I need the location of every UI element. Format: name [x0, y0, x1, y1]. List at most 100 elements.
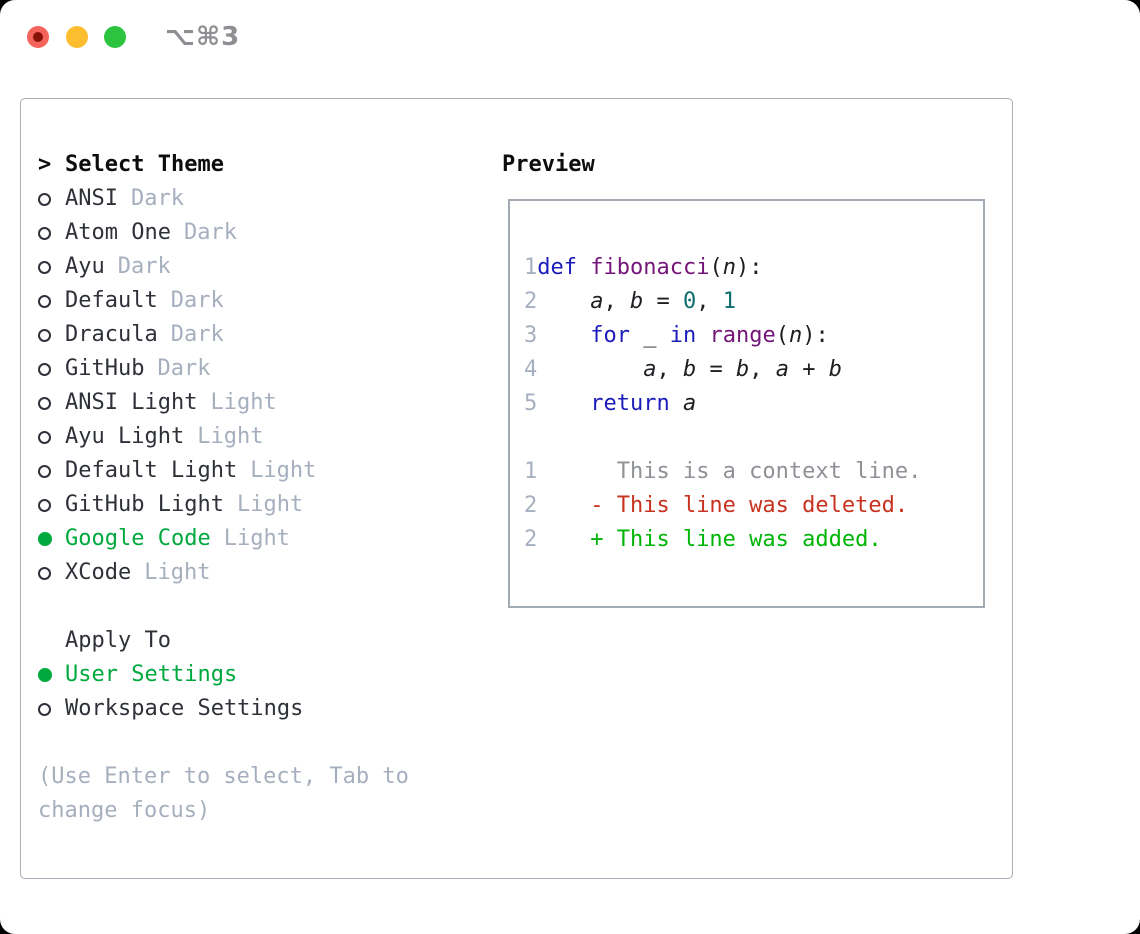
code-token: n — [722, 255, 736, 280]
line-number: 5 — [524, 391, 538, 416]
theme-option-github-light[interactable]: GitHub Light Light — [38, 488, 488, 522]
code-token — [537, 285, 590, 319]
code-token: 1 — [722, 289, 736, 314]
diff-text: + This line was added. — [537, 527, 882, 552]
code-token — [537, 353, 643, 387]
code-token: for — [590, 323, 630, 348]
theme-name: Google Code — [65, 526, 211, 551]
code-token: = — [643, 289, 683, 314]
radio-icon — [38, 566, 51, 580]
radio-icon — [38, 294, 51, 308]
apply-option-workspace-settings[interactable]: Workspace Settings — [38, 692, 488, 726]
theme-variant-badge: Dark — [170, 288, 224, 313]
radio-icon — [38, 328, 51, 342]
radio-icon — [38, 226, 51, 240]
diff-text: This is a context line. — [537, 459, 922, 484]
apply-option-user-settings[interactable]: User Settings — [38, 658, 488, 692]
theme-name: Atom One — [65, 220, 171, 245]
theme-name: ANSI — [65, 186, 118, 211]
zoom-button[interactable] — [104, 26, 126, 48]
diff-line-add: 2 + This line was added. — [524, 523, 983, 557]
theme-option-ansi[interactable]: ANSI Dark — [38, 182, 488, 216]
code-token: b — [629, 289, 644, 314]
theme-option-ayu-light[interactable]: Ayu Light Light — [38, 420, 488, 454]
code-token: b — [828, 357, 842, 382]
help-line: change focus) — [38, 798, 211, 823]
radio-icon — [38, 362, 51, 376]
code-token: return — [590, 391, 670, 416]
theme-option-dracula[interactable]: Dracula Dark — [38, 318, 488, 352]
code-token — [537, 319, 590, 353]
theme-option-github[interactable]: GitHub Dark — [38, 352, 488, 386]
line-number: 1 — [524, 459, 538, 484]
theme-option-ayu[interactable]: Ayu Dark — [38, 250, 488, 284]
line-number: 3 — [524, 323, 538, 348]
help-text: (Use Enter to select, Tab to change focus… — [38, 760, 488, 828]
theme-option-google-code[interactable]: Google Code Light — [38, 522, 488, 556]
help-line: (Use Enter to select, Tab to — [38, 764, 409, 789]
theme-name: Ayu — [65, 254, 105, 279]
diff-text: - This line was deleted. — [537, 493, 909, 518]
code-line: 5 return a — [524, 387, 983, 421]
apply-option-label: User Settings — [65, 662, 238, 687]
apply-to-header: Apply To — [38, 624, 488, 658]
code-token: = — [696, 357, 736, 382]
preview-spacer — [524, 421, 983, 455]
theme-name: GitHub Light — [65, 492, 224, 517]
radio-icon — [38, 396, 51, 410]
preview-label: Preview — [502, 152, 595, 177]
radio-selected-icon — [38, 668, 52, 682]
code-token — [696, 319, 709, 353]
select-theme-header: > Select Theme — [38, 148, 488, 182]
code-token: b — [682, 357, 697, 382]
theme-variant-badge: Dark — [117, 254, 171, 279]
theme-option-default[interactable]: Default Dark — [38, 284, 488, 318]
theme-option-xcode[interactable]: XCode Light — [38, 556, 488, 590]
code-token: a — [682, 391, 697, 416]
theme-picker: > Select Theme ANSI Dark Atom One Dark Ayu Da… — [38, 148, 488, 828]
theme-variant-badge: Dark — [170, 322, 224, 347]
code-token: b — [735, 357, 750, 382]
cursor-icon: > — [38, 152, 52, 177]
theme-option-ansi-light[interactable]: ANSI Light Light — [38, 386, 488, 420]
minimize-button[interactable] — [66, 26, 88, 48]
diff-line-ctx: 1 This is a context line. — [524, 455, 983, 489]
radio-icon — [38, 192, 51, 206]
line-number: 2 — [524, 527, 538, 552]
apply-option-label: Workspace Settings — [65, 696, 304, 721]
preview-header: Preview — [502, 148, 595, 182]
code-token: fibonacci — [590, 255, 710, 280]
code-token: + — [788, 357, 829, 382]
theme-option-atom-one[interactable]: Atom One Dark — [38, 216, 488, 250]
code-token — [577, 251, 590, 285]
code-token: in — [669, 323, 697, 348]
theme-name: Default Light — [65, 458, 238, 483]
theme-option-default-light[interactable]: Default Light Light — [38, 454, 488, 488]
code-token: n — [788, 323, 803, 348]
code-token: range — [709, 323, 776, 348]
close-button[interactable] — [27, 26, 49, 48]
radio-icon — [38, 464, 51, 478]
theme-name: Dracula — [65, 322, 158, 347]
theme-variant-badge: Dark — [157, 356, 211, 381]
apply-to-list: User Settings Workspace Settings — [38, 658, 488, 726]
theme-variant-badge: Light — [236, 492, 304, 517]
theme-name: GitHub — [65, 356, 145, 381]
code-token: ( — [709, 255, 723, 280]
code-token: _ — [629, 323, 670, 348]
theme-variant-badge: Dark — [183, 220, 237, 245]
theme-variant-badge: Light — [210, 390, 277, 415]
code-token — [670, 387, 683, 421]
theme-name: Default — [65, 288, 158, 313]
code-line: 1 def fibonacci(n): — [524, 251, 983, 285]
line-number: 4 — [524, 357, 538, 382]
window-title: ⌥⌘3 — [165, 22, 241, 52]
radio-icon — [38, 430, 51, 444]
theme-variant-badge: Light — [144, 560, 211, 585]
code-token: , — [696, 289, 723, 314]
titlebar: ⌥⌘3 — [0, 0, 1140, 70]
code-token: , — [656, 357, 683, 382]
code-line: 2 a, b = 0, 1 — [524, 285, 983, 319]
